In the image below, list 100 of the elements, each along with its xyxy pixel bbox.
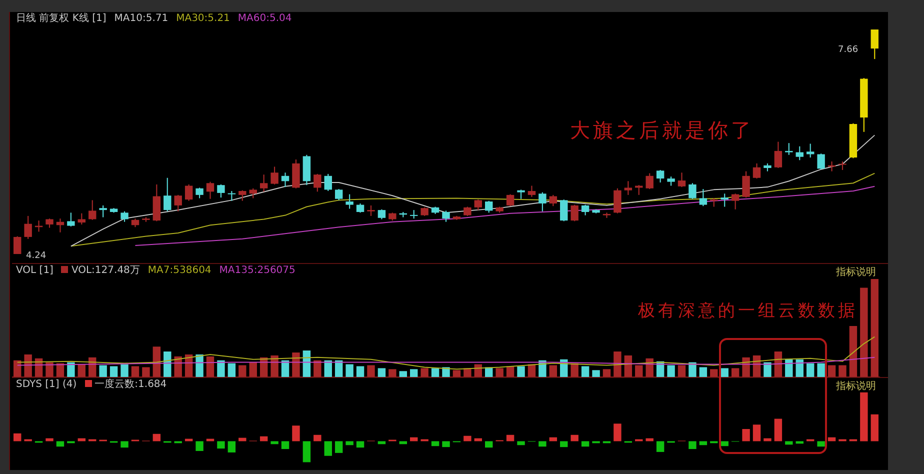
text: 指标说明: [836, 380, 876, 393]
bar: [334, 441, 343, 453]
bar: [752, 424, 761, 442]
bar: [410, 369, 418, 377]
bar: [570, 434, 578, 442]
bar: [152, 434, 161, 442]
bar: [870, 414, 878, 442]
bar: [796, 359, 804, 377]
bar: [614, 352, 622, 377]
bar: [635, 365, 643, 377]
bar: [720, 368, 728, 377]
chart-title: 日线 前复权 K线 [1]: [16, 13, 106, 24]
bar: [742, 429, 750, 442]
bar: [217, 360, 225, 377]
bar: [24, 354, 32, 377]
text: MA60:5.04: [238, 13, 292, 24]
bar: [796, 441, 804, 444]
bar: [120, 441, 128, 448]
bar: [860, 288, 868, 377]
bar: [656, 441, 664, 452]
bar: [206, 356, 214, 377]
bar: [570, 363, 578, 377]
bar: [292, 352, 300, 377]
bar: [399, 441, 407, 444]
bar: [281, 360, 290, 377]
bar: [356, 441, 364, 448]
bar: [142, 367, 150, 377]
bar: [314, 360, 322, 377]
annotation: 大旗之后就是你了: [570, 117, 754, 144]
bar: [196, 354, 204, 377]
bar: [774, 418, 782, 442]
bar: [688, 441, 696, 450]
bar: [667, 365, 675, 377]
bar: [602, 369, 611, 377]
bar: [324, 441, 332, 456]
bar: [785, 359, 793, 377]
bar: [399, 371, 407, 377]
bar: [14, 433, 22, 442]
bar: [774, 352, 782, 377]
bar: [99, 365, 107, 377]
bar: [581, 366, 590, 377]
bar: [538, 441, 546, 447]
bar: [464, 436, 472, 442]
bar: [549, 365, 558, 377]
bar: [270, 441, 278, 444]
bar: [592, 370, 600, 377]
bar: [378, 441, 386, 444]
legend-label: 一度云数:1.684: [94, 379, 167, 390]
bar: [131, 366, 140, 377]
bar: [346, 364, 354, 377]
annotation: 极有深意的一组云数数据: [638, 300, 858, 322]
bar: [806, 363, 814, 377]
bar: [496, 368, 504, 377]
bar: [517, 366, 525, 377]
bar: [302, 350, 311, 377]
bar: [367, 365, 375, 377]
text: MA10:5.71: [114, 13, 168, 24]
bar: [238, 365, 246, 377]
bar: [764, 362, 772, 377]
annotation: 4.24: [26, 251, 46, 261]
bar: [110, 366, 118, 377]
bar: [67, 362, 75, 377]
bar: [828, 365, 836, 377]
bar: [581, 441, 590, 447]
bar: [196, 441, 204, 451]
text: 指标说明: [836, 266, 876, 279]
bar: [838, 365, 846, 377]
bar: [785, 441, 793, 445]
bar: [506, 366, 514, 377]
bar: [485, 441, 493, 448]
bar: [334, 360, 343, 377]
bar: [228, 441, 236, 452]
bar: [56, 441, 64, 447]
bar: [506, 434, 514, 442]
candlestick: [602, 212, 611, 218]
bar: [817, 441, 825, 447]
bar: [228, 363, 236, 377]
text: MA7:538604: [148, 265, 212, 276]
bar: [388, 369, 396, 377]
bar: [356, 366, 364, 377]
bar: [78, 364, 86, 377]
bar: [46, 362, 54, 377]
bar: [420, 368, 428, 377]
candlestick: [528, 186, 536, 197]
bar: [699, 367, 708, 377]
bar: [302, 441, 311, 462]
bar: [324, 360, 332, 377]
bar: [431, 368, 440, 377]
bar: [431, 441, 440, 446]
chart-title: VOL [1]: [16, 265, 54, 276]
bar: [292, 426, 300, 442]
bar: [452, 370, 461, 377]
bar: [217, 441, 225, 449]
bar: [870, 278, 878, 377]
legend-label: VOL:127.48万: [71, 265, 140, 276]
bar: [120, 364, 128, 377]
bar: [249, 362, 257, 377]
bar: [346, 441, 354, 446]
bar: [314, 434, 322, 442]
bar: [270, 355, 278, 377]
